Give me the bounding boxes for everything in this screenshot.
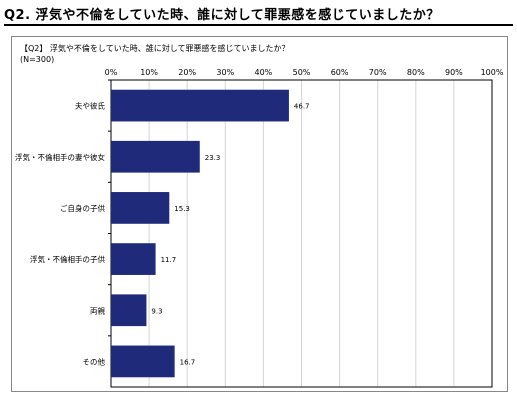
x-tick-label: 90% (445, 68, 463, 77)
category-label: 両親 (90, 305, 105, 315)
x-tick-label: 40% (255, 68, 273, 77)
bar (111, 243, 156, 275)
x-tick-label: 100% (481, 68, 504, 77)
question-title: 【Q2】 浮気や不倫をしていた時、誰に対して罪悪感を感じていましたか？ (20, 44, 290, 53)
sample-size: (N=300) (20, 55, 55, 64)
bar (111, 140, 200, 173)
x-tick-label: 70% (369, 68, 387, 77)
bar (111, 89, 289, 122)
data-label: 46.7 (294, 103, 310, 111)
x-tick-label: 60% (331, 68, 349, 77)
heading-divider (4, 24, 513, 26)
x-tick-label: 10% (140, 68, 158, 77)
bar (111, 192, 170, 224)
bar (111, 294, 147, 327)
page-heading: Q2. 浮気や不倫をしていた時、誰に対して罪悪感を感じていましたか？ (4, 8, 440, 23)
data-label: 15.3 (174, 205, 190, 213)
x-tick-label: 20% (178, 68, 196, 77)
category-label: その他 (83, 356, 106, 366)
data-label: 23.3 (205, 154, 221, 162)
data-label: 11.7 (161, 256, 177, 264)
bar-chart: 0% 10% 20% 30% 40% 50% 60% 70% 80% 90% 100% 夫や彼氏 46.… (15, 68, 504, 388)
data-label: 16.7 (180, 358, 196, 366)
chart-frame: 【Q2】 浮気や不倫をしていた時、誰に対して罪悪感を感じていましたか？ (N=3… (11, 36, 508, 392)
category-label: ご自身の子供 (60, 203, 105, 213)
category-label: 夫や彼氏 (75, 101, 105, 111)
x-tick-label: 50% (293, 68, 311, 77)
x-tick-label: 0% (105, 68, 118, 77)
x-tick-label: 30% (216, 68, 234, 77)
data-label: 9.3 (151, 307, 162, 315)
bar (111, 345, 175, 378)
x-tick-label: 80% (407, 68, 425, 77)
category-label: 浮気・不倫相手の妻や彼女 (15, 152, 105, 162)
category-label: 浮気・不倫相手の子供 (30, 254, 105, 264)
